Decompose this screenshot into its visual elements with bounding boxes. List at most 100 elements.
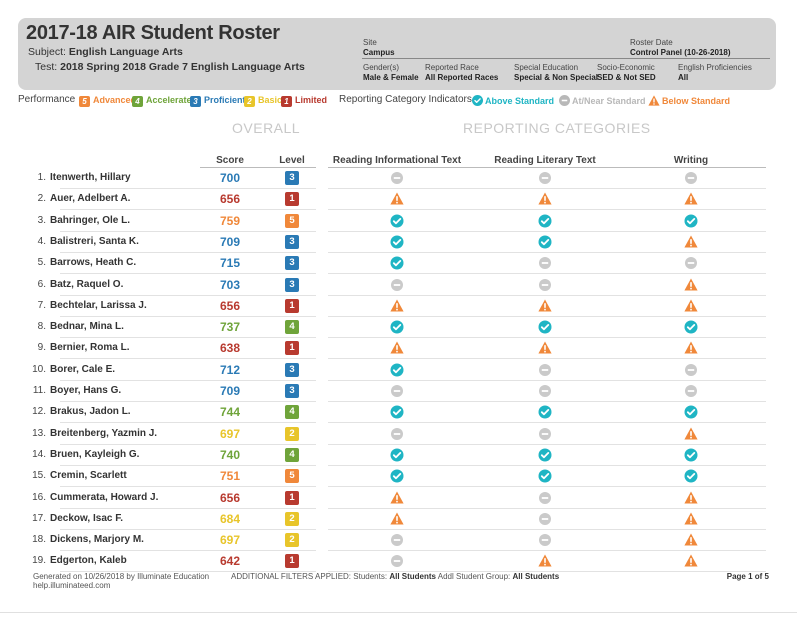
student-name[interactable]: 18. Dickens, Marjory M. [22, 534, 190, 545]
row-divider [60, 571, 316, 573]
student-name[interactable]: 7. Bechtelar, Larissa J. [22, 300, 190, 311]
legend-badge: 2 [244, 96, 255, 107]
score-value: 703 [219, 277, 241, 292]
check-circle-icon [390, 363, 404, 377]
student-name-text: Breitenberg, Yazmin J. [50, 427, 158, 439]
row-number: 2. [37, 193, 46, 205]
categories-header-rule [328, 167, 766, 168]
row-divider [60, 379, 316, 381]
row-number: 3. [37, 214, 46, 226]
student-name[interactable]: 5. Barrows, Heath C. [22, 257, 190, 268]
row-divider [60, 209, 316, 211]
row-number: 7. [37, 299, 46, 311]
student-name[interactable]: 11. Boyer, Hans G. [22, 385, 190, 396]
legend-badge: 5 [79, 96, 90, 107]
score-value: 684 [219, 511, 241, 526]
filter-ses-label: Socio-Economic [597, 63, 655, 72]
level-badge: 3 [285, 362, 299, 377]
filter-sped-label: Special Education [514, 63, 579, 72]
minus-circle-icon [538, 363, 552, 377]
student-name[interactable]: 19. Edgerton, Kaleb [22, 555, 190, 566]
row-divider [328, 209, 766, 211]
check-circle-icon [538, 235, 552, 249]
minus-circle-icon [559, 95, 570, 106]
student-name-text: Borer, Cale E. [50, 363, 116, 375]
test-label: Test: [35, 61, 58, 73]
legend: Performance 5 Advanced 4 Accelerated 3 Prof… [18, 94, 778, 108]
row-number: 15. [32, 470, 46, 482]
page-number: Page 1 of 5 [726, 572, 769, 581]
footer-filters: ADDITIONAL FILTERS APPLIED: Students: Al… [231, 572, 560, 581]
warning-triangle-icon [684, 554, 698, 568]
table-row: 4. Balistreri, Santa K. 709 3 [0, 232, 797, 253]
row-divider [328, 550, 766, 552]
student-name[interactable]: 12. Brakus, Jadon L. [22, 406, 190, 417]
table-row: 16. Cummerata, Howard J. 656 1 [0, 488, 797, 509]
level-badge: 4 [285, 405, 299, 420]
check-circle-icon [684, 320, 698, 334]
student-name[interactable]: 6. Batz, Raquel O. [22, 279, 190, 290]
student-name-text: Cummerata, Howard J. [50, 491, 159, 503]
row-number: 13. [32, 427, 46, 439]
row-divider [60, 358, 316, 360]
row-divider [60, 528, 316, 530]
level-badge: 4 [285, 320, 299, 335]
student-name[interactable]: 4. Balistreri, Santa K. [22, 236, 190, 247]
level-column-header: Level [279, 155, 305, 166]
student-name[interactable]: 3. Bahringer, Ole L. [22, 215, 190, 226]
row-divider [328, 251, 766, 253]
filter-race-label: Reported Race [425, 63, 479, 72]
check-circle-icon [538, 405, 552, 419]
level-badge: 1 [285, 490, 299, 505]
row-divider [328, 422, 766, 424]
student-name[interactable]: 17. Deckow, Isac F. [22, 513, 190, 524]
subject-line: Subject: English Language Arts [28, 46, 183, 58]
row-divider [328, 358, 766, 360]
score-value: 715 [219, 256, 241, 271]
level-badge: 2 [285, 533, 299, 548]
legend-below-standard: Below Standard [648, 95, 730, 106]
header-divider [362, 58, 770, 59]
minus-circle-icon [538, 384, 552, 398]
student-name[interactable]: 2. Auer, Adelbert A. [22, 193, 190, 204]
roster-date-label: Roster Date [630, 38, 673, 47]
student-name[interactable]: 15. Cremin, Scarlett [22, 470, 190, 481]
student-name[interactable]: 9. Bernier, Roma L. [22, 342, 190, 353]
student-name[interactable]: 16. Cummerata, Howard J. [22, 492, 190, 503]
row-divider [60, 230, 316, 232]
student-name-text: Bednar, Mina L. [50, 321, 124, 333]
student-name-text: Itenwerth, Hillary [50, 172, 131, 183]
row-number: 1. [37, 172, 46, 183]
student-name[interactable]: 13. Breitenberg, Yazmin J. [22, 428, 190, 439]
test-value: 2018 Spring 2018 Grade 7 English Languag… [60, 61, 305, 73]
row-divider [328, 571, 766, 573]
warning-triangle-icon [684, 278, 698, 292]
warning-triangle-icon [684, 512, 698, 526]
student-name[interactable]: 1. Itenwerth, Hillary [22, 172, 190, 183]
help-link[interactable]: help.illuminateed.com [33, 581, 111, 590]
minus-circle-icon [390, 554, 404, 568]
minus-circle-icon [538, 171, 552, 185]
check-circle-icon [472, 95, 483, 106]
level-badge: 3 [285, 256, 299, 271]
minus-circle-icon [538, 278, 552, 292]
student-name[interactable]: 10. Borer, Cale E. [22, 364, 190, 375]
warning-triangle-icon [390, 491, 404, 505]
warning-triangle-icon [684, 192, 698, 206]
table-row: 11. Boyer, Hans G. 709 3 [0, 381, 797, 402]
student-name[interactable]: 14. Bruen, Kayleigh G. [22, 449, 190, 460]
score-value: 638 [219, 341, 241, 356]
student-name-text: Cremin, Scarlett [50, 470, 127, 482]
student-name-text: Boyer, Hans G. [50, 385, 122, 396]
score-value: 751 [219, 469, 241, 484]
warning-triangle-icon [538, 554, 552, 568]
student-name-text: Bruen, Kayleigh G. [50, 448, 140, 460]
warning-triangle-icon [390, 341, 404, 355]
student-name-text: Deckow, Isac F. [50, 512, 123, 524]
level-badge: 2 [285, 511, 299, 526]
check-circle-icon [538, 448, 552, 462]
level-badge: 1 [285, 298, 299, 313]
check-circle-icon [684, 405, 698, 419]
student-name[interactable]: 8. Bednar, Mina L. [22, 321, 190, 332]
row-divider [328, 273, 766, 275]
